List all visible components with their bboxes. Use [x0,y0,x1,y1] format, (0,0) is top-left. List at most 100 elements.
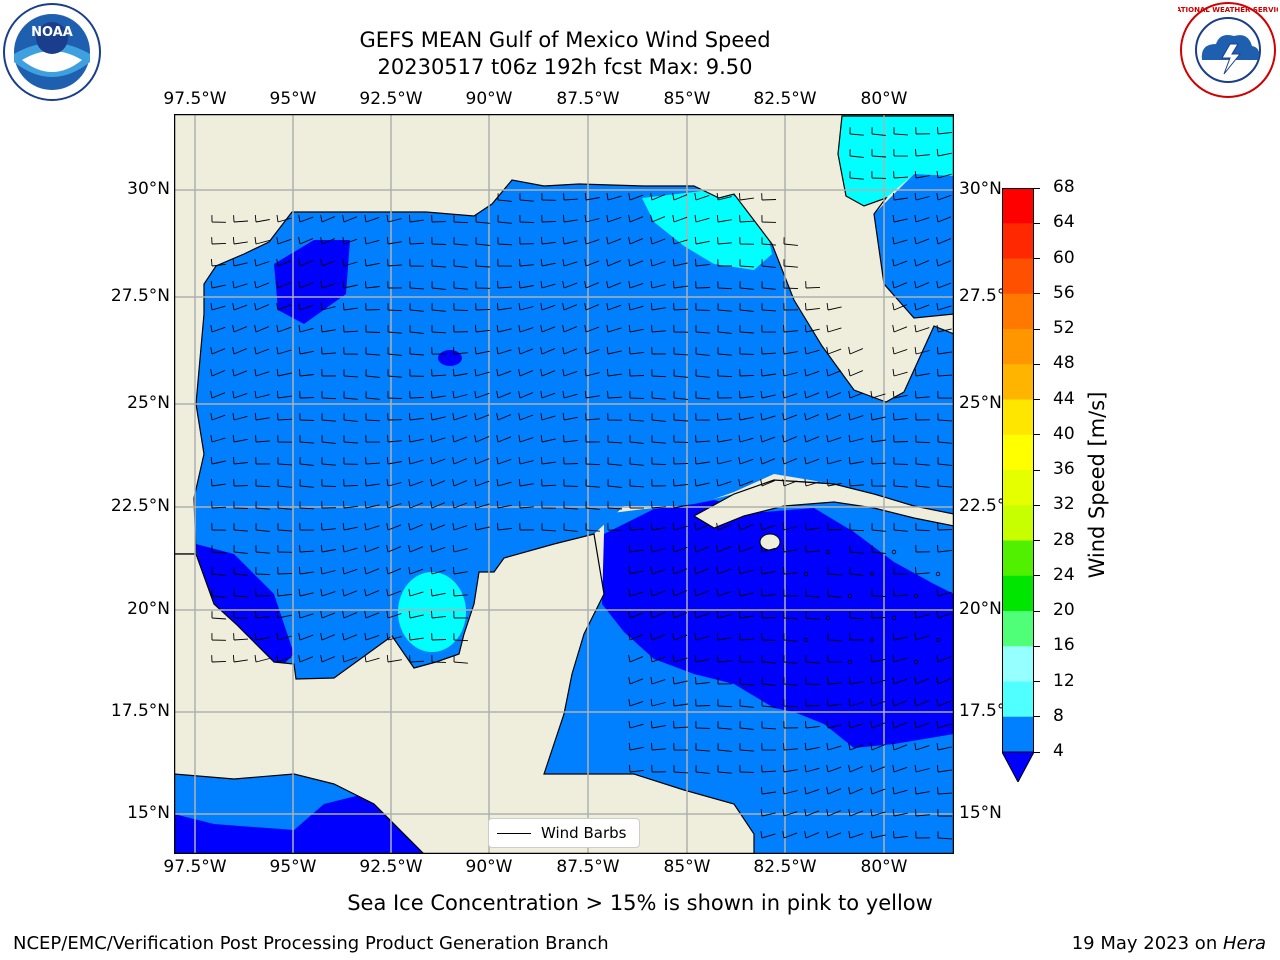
wind-barb [321,369,337,377]
wind-barb [298,346,314,355]
wind-barb [893,149,909,157]
colorbar-tick-mark [1034,293,1040,295]
wind-barb [782,434,798,443]
wind-barb [629,413,645,422]
wind-barb [936,148,952,157]
wind-barb [738,412,754,421]
noaa-logo-text: NOAA [31,25,73,40]
wind-barb [496,324,512,333]
wind-barb [937,523,953,531]
wind-barb-calm [847,659,853,665]
wind-barb [232,280,248,289]
footer-left: NCEP/EMC/Verification Post Processing Pr… [13,933,609,954]
land-isle-of-youth [759,533,781,551]
wind-barb [783,303,799,311]
wind-barb [870,808,886,817]
wind-barb [453,325,469,333]
map-frame [174,114,954,854]
wind-barb [607,501,623,510]
wind-barb [915,808,930,817]
wind-barb [914,632,930,641]
wind-barb [761,699,776,708]
wind-barb [232,434,248,443]
wind-barb [475,303,491,311]
wind-barb [805,655,821,664]
wind-barb [871,127,886,136]
wind-barb [760,412,776,421]
wind-barb [739,369,755,377]
wind-barb [409,655,425,663]
wind-barb [739,303,754,312]
wind-barb [672,544,688,553]
wind-barb [496,434,512,443]
wind-barb [540,236,556,245]
wind-barb [915,545,931,553]
wind-barb [826,742,842,751]
wind-barb [540,258,556,267]
wind-barb [409,237,425,245]
wind-barb [298,632,314,641]
wind-barb [452,478,468,487]
wind-barb [629,501,645,509]
colorbar-tick-label: 56 [1053,282,1075,303]
colorbar-band [1002,329,1034,365]
wind-barb [276,368,292,377]
wind-barb [496,302,512,311]
colorbar-tick-label: 44 [1053,388,1075,409]
wind-barb [540,412,556,421]
wind-barb [365,303,381,311]
wind-barb [739,721,754,730]
wind-barb [628,698,644,707]
wind-barb-calm [869,637,875,643]
wind-barb [629,435,644,444]
wind-barb [651,479,667,487]
wind-barb [585,523,600,532]
wind-barb [540,456,556,465]
wind-barb [518,346,534,355]
wind-barb [695,743,711,752]
wind-barb [364,544,380,553]
lat-tick-left: 20°N [127,599,170,619]
map-panel[interactable]: Wind Barbs [174,114,954,854]
wind-barb [409,347,425,356]
colorbar-tick-label: 12 [1053,670,1075,691]
wind-barb [827,677,843,685]
wind-barb [365,457,381,465]
wind-barb [739,699,754,708]
wind-barb [387,369,403,378]
wind-barb [870,720,886,729]
wind-barb [629,457,644,466]
wind-barb [672,566,688,575]
wind-barb [716,632,732,641]
wind-barb [848,412,864,421]
wind-barb [606,258,622,267]
wind-barb [496,346,512,355]
wind-barb [717,412,732,421]
wind-barb [738,544,754,553]
wind-barb [892,654,908,663]
wind-barb [343,347,359,355]
wind-barb [892,390,908,399]
wind-barb [496,500,512,509]
wind-barb [782,830,798,839]
wind-barb [211,655,227,663]
colorbar-band [1002,540,1034,577]
wind-barb [562,412,578,421]
wind-barb [738,434,754,443]
wind-barb [782,456,798,465]
wind-barb [650,588,666,597]
wind-barb [386,456,402,465]
wind-barb [453,259,468,268]
wind-barb [827,567,843,576]
wind-barb [562,324,578,333]
wind-barb [914,214,930,223]
wind-barb [606,236,622,245]
wind-barb [408,632,424,641]
wind-barb [826,808,842,817]
wind-barb [739,633,755,641]
wind-barb [893,589,909,597]
wind-barb [452,412,468,421]
wind-barb [892,258,908,267]
wind-barb [343,325,359,333]
wind-barb [914,764,930,773]
